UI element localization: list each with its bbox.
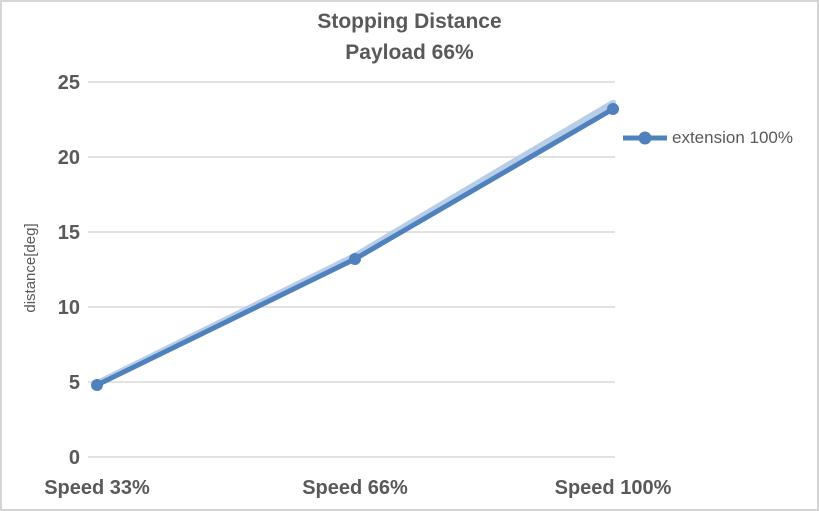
legend-label: extension 100% — [672, 128, 793, 147]
legend: extension 100% — [622, 128, 793, 148]
data-point-marker — [349, 253, 361, 265]
data-point-marker — [607, 103, 619, 115]
x-category-label: Speed 66% — [302, 477, 408, 499]
series-line-1 — [93, 99, 617, 387]
x-category-label: Speed 33% — [44, 477, 150, 499]
data-point-marker — [91, 379, 103, 391]
y-tick-label: 20 — [58, 147, 80, 169]
chart-title: Stopping Distance Payload 66% — [2, 6, 817, 68]
y-tick-label: 10 — [58, 297, 80, 319]
y-tick-label: 15 — [58, 222, 80, 244]
y-tick-label: 25 — [58, 72, 80, 94]
legend-line-marker-icon — [623, 131, 667, 145]
x-category-label: Speed 100% — [555, 477, 672, 499]
chart-title-line1: Stopping Distance — [317, 10, 502, 33]
y-tick-label: 5 — [69, 372, 80, 394]
y-tick-label: 0 — [69, 447, 80, 469]
chart-title-line2: Payload 66% — [345, 41, 474, 64]
